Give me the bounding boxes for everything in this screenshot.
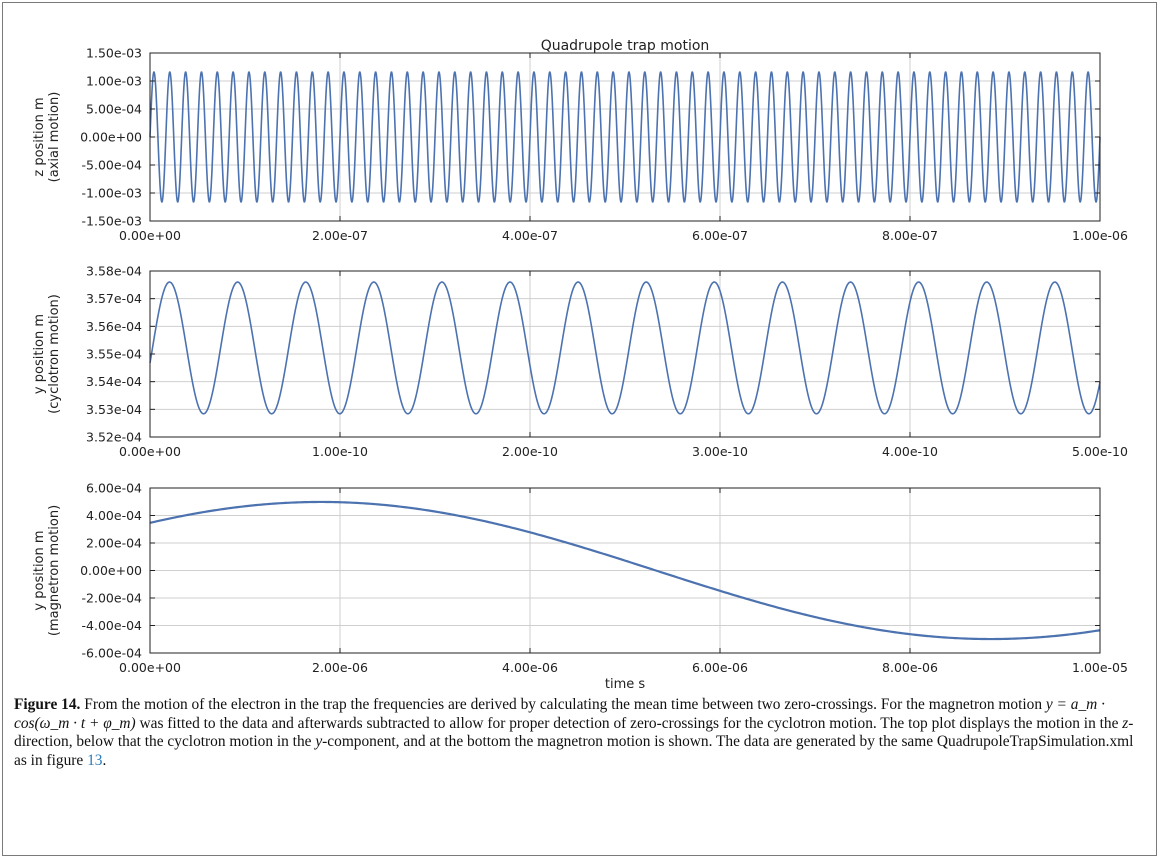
x-tick-label: 1.00e-06 [1072,228,1128,243]
x-tick-label: 6.00e-06 [692,660,748,675]
y-tick-label: 1.00e-03 [86,74,142,89]
y-tick-label: -4.00e-04 [82,618,142,633]
caption-text-3: -direction, below that the cyclotron mot… [14,714,1134,751]
y-tick-label: 2.00e-04 [86,536,142,551]
y-tick-label: 3.55e-04 [86,347,142,362]
y-axis-label: z position m [32,97,47,176]
x-tick-label: 4.00e-07 [502,228,558,243]
caption-formula: y = a_m · cos(ω_m · t + φ_m) [14,696,1105,732]
x-tick-label: 8.00e-07 [882,228,938,243]
x-tick-label: 2.00e-06 [312,660,368,675]
figure-plots: 0.00e+00 2.00e-07 4.00e-07 6.00e-07 8.00e-07… [32,38,1128,691]
y-axis-label: y position m [32,314,47,394]
y-tick-label: 5.00e-04 [86,102,142,117]
chart-panel-3: 0.00e+00 2.00e-06 4.00e-06 6.00e-06 8.00e-06… [32,481,1128,691]
y-tick-label: 3.57e-04 [86,291,142,306]
x-tick-label: 4.00e-10 [882,444,938,459]
figure-caption: Figure 14. From the motion of the electr… [14,696,1142,770]
y-axis-label: (axial motion) [47,92,62,183]
caption-y-symbol: y [315,733,323,751]
caption-z-symbol: z [1122,714,1129,732]
x-tick-label: 3.00e-10 [692,444,748,459]
chart-panel-1: 0.00e+00 2.00e-07 4.00e-07 6.00e-07 8.00e-07… [32,38,1128,243]
x-axis-label: time s [605,677,646,690]
y-tick-label: 0.00e+00 [80,563,142,578]
x-tick-label: 5.00e-10 [1072,444,1128,459]
y-tick-label: 6.00e-04 [86,481,142,496]
caption-text-2: was fitted to the data and afterwards su… [135,714,1123,732]
y-axis-label: (magnetron motion) [47,505,62,636]
y-tick-label: -1.00e-03 [82,186,142,201]
y-tick-label: 3.56e-04 [86,319,142,334]
chart-panel-2: 0.00e+00 1.00e-10 2.00e-10 3.00e-10 4.00e-10… [32,264,1128,460]
caption-text-4: -component, and at the bottom the magnet… [14,733,1134,769]
x-tick-label: 8.00e-06 [882,660,938,675]
chart-title: Quadrupole trap motion [541,38,710,54]
y-axis-label: (cyclotron motion) [47,294,62,414]
x-tick-label: 2.00e-10 [502,444,558,459]
series-line [149,281,1101,415]
x-tick-label: 0.00e+00 [119,228,181,243]
y-tick-label: -2.00e-04 [82,591,142,606]
x-tick-label: 0.00e+00 [119,660,181,675]
y-axis-label: y position m [32,530,47,610]
x-tick-label: 1.00e-05 [1072,660,1128,675]
series-line [149,500,1101,641]
y-tick-label: 0.00e+00 [80,130,142,145]
y-tick-label: -6.00e-04 [82,646,142,661]
y-tick-label: -5.00e-04 [82,158,142,173]
x-tick-label: 2.00e-07 [312,228,368,243]
x-tick-label: 1.00e-10 [312,444,368,459]
y-tick-label: 3.54e-04 [86,374,142,389]
x-tick-label: 0.00e+00 [119,444,181,459]
y-tick-label: 3.58e-04 [86,264,142,279]
x-tick-label: 6.00e-07 [692,228,748,243]
x-tick-label: 4.00e-06 [502,660,558,675]
y-tick-label: 3.53e-04 [86,402,142,417]
y-tick-label: -1.50e-03 [82,214,142,229]
y-tick-label: 3.52e-04 [86,430,142,445]
caption-text-5: . [102,751,107,769]
figure-ref-link[interactable]: 13 [87,751,103,769]
caption-label: Figure 14. [14,696,81,713]
series-line [149,71,1101,203]
y-tick-label: 1.50e-03 [86,46,142,61]
y-tick-label: 4.00e-04 [86,508,142,523]
caption-text-1: From the motion of the electron in the t… [80,696,1046,713]
